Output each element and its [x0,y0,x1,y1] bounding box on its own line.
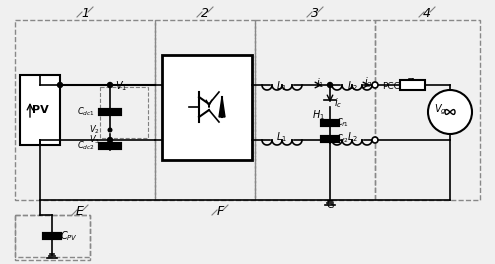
Text: F: F [216,205,224,218]
Bar [155,20,255,200]
Text: 2: 2 [201,7,209,20]
Bar [15,215,90,260]
Bar [100,87,148,138]
Circle shape [108,128,112,132]
Text: $V_2$: $V_2$ [89,124,100,136]
Polygon shape [219,97,225,117]
Circle shape [328,138,333,143]
Text: $L_2$: $L_2$ [346,79,357,93]
Bar [20,75,60,145]
Text: $C_{PV}$: $C_{PV}$ [60,229,78,243]
Text: $i_g$: $i_g$ [364,76,372,90]
Text: $i_1$: $i_1$ [316,76,324,90]
Circle shape [107,138,112,143]
Text: 4: 4 [423,7,431,20]
Text: PCC: PCC [382,82,400,91]
Text: $V_g$: $V_g$ [434,103,446,117]
Text: $C_{dc2}$: $C_{dc2}$ [77,140,95,152]
Text: $L_1$: $L_1$ [277,79,288,93]
Text: $L_1$: $L_1$ [277,130,288,144]
Circle shape [428,90,472,134]
Circle shape [372,137,378,143]
Circle shape [372,82,378,88]
Text: $H_1$: $H_1$ [311,108,324,122]
Text: $L_2$: $L_2$ [346,130,357,144]
Circle shape [107,82,112,87]
Bar [255,20,375,200]
Text: G: G [326,200,334,210]
Text: $C_{f1}$: $C_{f1}$ [336,117,349,129]
Bar [162,55,252,160]
Text: $V_3$: $V_3$ [89,134,100,146]
Text: $V_1$: $V_1$ [115,79,127,93]
Text: $C_{f2}$: $C_{f2}$ [336,133,349,145]
Text: 3: 3 [311,7,319,20]
Text: 1: 1 [81,7,89,20]
Text: $i_c$: $i_c$ [334,96,343,110]
Circle shape [57,82,62,87]
Text: $C_{dc1}$: $C_{dc1}$ [77,106,95,118]
Bar [15,20,155,200]
Text: E: E [76,205,84,218]
Circle shape [328,82,333,87]
Text: PV: PV [32,105,49,115]
Bar [375,20,480,200]
Text: $Z_g$: $Z_g$ [405,77,418,91]
Bar [400,80,425,90]
Bar [15,215,90,257]
